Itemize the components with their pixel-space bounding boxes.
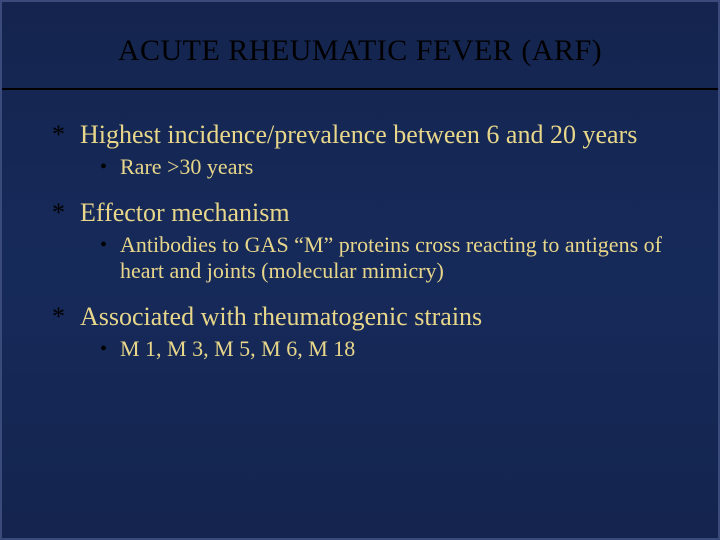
sub-bullet-item: • M 1, M 3, M 5, M 6, M 18: [100, 336, 668, 362]
sub-list: • M 1, M 3, M 5, M 6, M 18: [100, 336, 668, 362]
bullet-text: Highest incidence/prevalence between 6 a…: [80, 120, 637, 150]
bullet-item: * Effector mechanism: [52, 198, 668, 228]
asterisk-icon: *: [52, 120, 80, 150]
sub-list: • Rare >30 years: [100, 154, 668, 180]
bullet-text: Associated with rheumatogenic strains: [80, 302, 482, 332]
asterisk-icon: *: [52, 302, 80, 332]
bullet-item: * Associated with rheumatogenic strains: [52, 302, 668, 332]
dot-icon: •: [100, 336, 120, 362]
sub-bullet-item: • Rare >30 years: [100, 154, 668, 180]
bullet-text: Effector mechanism: [80, 198, 290, 228]
slide: ACUTE RHEUMATIC FEVER (ARF) * Highest in…: [2, 2, 718, 538]
dot-icon: •: [100, 154, 120, 180]
bullet-item: * Highest incidence/prevalence between 6…: [52, 120, 668, 150]
sub-bullet-text: M 1, M 3, M 5, M 6, M 18: [120, 336, 355, 362]
sub-bullet-text: Rare >30 years: [120, 154, 253, 180]
slide-title: ACUTE RHEUMATIC FEVER (ARF): [2, 2, 718, 88]
asterisk-icon: *: [52, 198, 80, 228]
sub-bullet-item: • Antibodies to GAS “M” proteins cross r…: [100, 232, 668, 284]
sub-list: • Antibodies to GAS “M” proteins cross r…: [100, 232, 668, 284]
sub-bullet-text: Antibodies to GAS “M” proteins cross rea…: [120, 232, 668, 284]
slide-content: * Highest incidence/prevalence between 6…: [2, 90, 718, 362]
dot-icon: •: [100, 232, 120, 258]
